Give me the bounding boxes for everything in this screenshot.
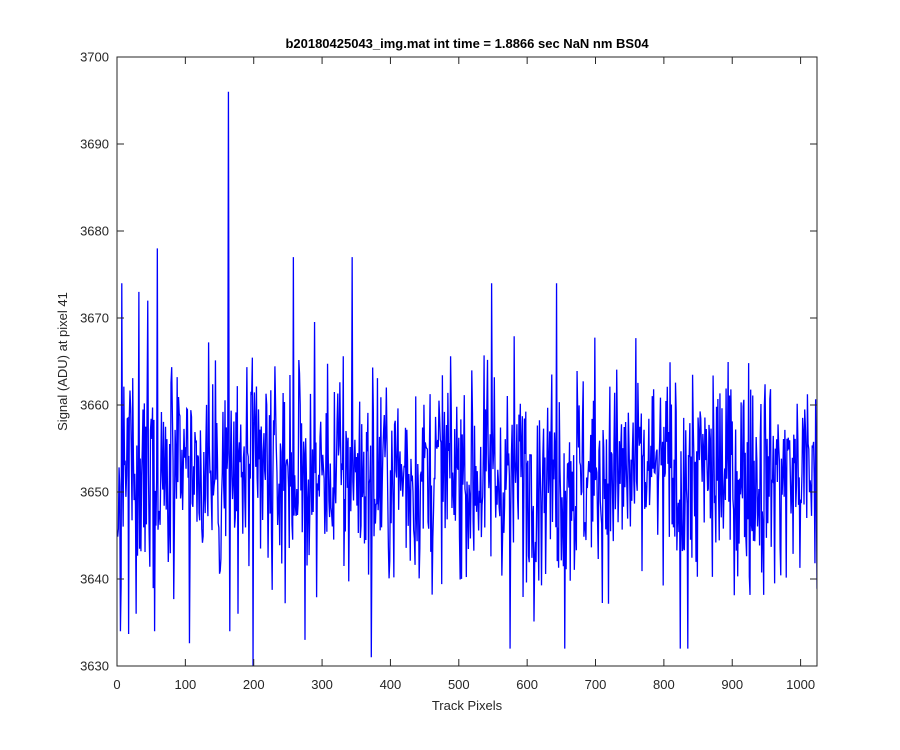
series-line <box>117 91 817 666</box>
x-tick-label: 0 <box>113 677 120 692</box>
x-tick-label: 900 <box>721 677 743 692</box>
y-tick-label: 3650 <box>80 485 109 500</box>
y-tick-label: 3630 <box>80 659 109 674</box>
x-tick-label: 600 <box>516 677 538 692</box>
y-tick-label: 3660 <box>80 398 109 413</box>
x-tick-label: 300 <box>311 677 333 692</box>
y-tick-label: 3670 <box>80 311 109 326</box>
x-tick-label: 100 <box>175 677 197 692</box>
x-tick-label: 700 <box>585 677 607 692</box>
y-tick-label: 3690 <box>80 137 109 152</box>
x-tick-label: 200 <box>243 677 265 692</box>
x-tick-label: 400 <box>380 677 402 692</box>
x-axis-label: Track Pixels <box>432 698 503 713</box>
axes-box <box>116 56 818 667</box>
y-axis-label: Signal (ADU) at pixel 41 <box>55 292 70 431</box>
chart-title: b20180425043_img.mat int time = 1.8866 s… <box>285 36 649 51</box>
y-tick-label: 3680 <box>80 224 109 239</box>
y-tick-label: 3700 <box>80 50 109 65</box>
x-tick-label: 1000 <box>786 677 815 692</box>
x-tick-label: 500 <box>448 677 470 692</box>
y-tick-label: 3640 <box>80 572 109 587</box>
x-tick-label: 800 <box>653 677 675 692</box>
